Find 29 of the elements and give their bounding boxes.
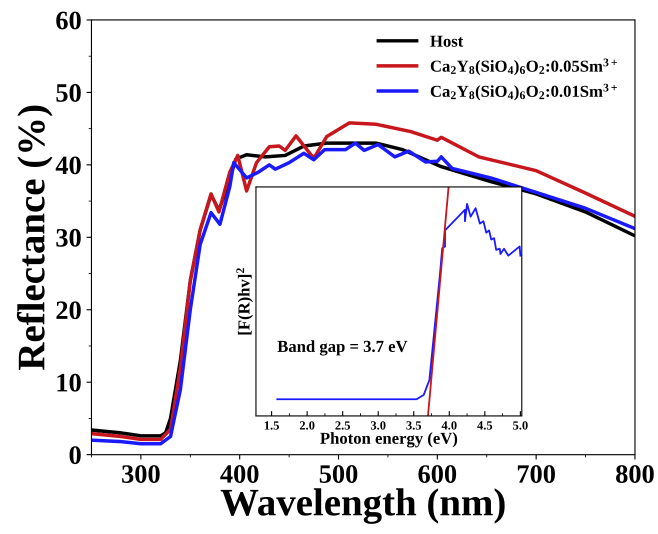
legend-label: Host	[430, 36, 464, 47]
y-tick-label: 60	[56, 12, 81, 30]
x-tick-label: 4.0	[442, 421, 457, 430]
y-tick-label: 40	[56, 156, 81, 174]
x-axis-title: Wavelength (nm)	[220, 488, 505, 524]
x-axis-title: Photon energy (eV)	[320, 432, 458, 448]
y-tick-label: 30	[56, 228, 81, 247]
y-tick-label: 10	[57, 374, 81, 392]
y-tick-label: 20	[56, 301, 81, 320]
x-tick-label: 1.5	[264, 421, 279, 430]
x-tick-label: 500	[320, 465, 358, 483]
x-tick-label: 5.0	[513, 421, 528, 430]
y-axis-title: Reflectance (%)	[16, 106, 53, 370]
text: Ca$_{2}$Y$_{8}$(SiO$_{4}$)$_{6}$O$_{2}$:0.05Sm$^{3+}$	[430, 58, 617, 76]
text: Ca$_{2}$Y$_{8}$(SiO$_{4}$)$_{6}$O$_{2}$:0.01Sm$^{3+}$	[430, 84, 617, 100]
x-tick-label: 300	[122, 465, 160, 483]
x-tick-label: 2.0	[300, 421, 314, 430]
y-tick-label: 50	[56, 84, 81, 102]
x-tick-label: 2.5	[335, 421, 350, 430]
x-tick-label: 800	[616, 465, 654, 483]
y-axis-title: [F(R)hv]$^{2}$	[236, 268, 253, 334]
x-tick-label: 600	[418, 465, 456, 483]
x-tick-label: 400	[220, 465, 258, 483]
y-tick-label: 0	[70, 446, 81, 464]
x-tick-label: 3.5	[406, 421, 422, 430]
x-tick-label: 700	[518, 465, 555, 483]
annotation: Band gap = 3.7 eV	[278, 340, 408, 356]
x-tick-label: 3.0	[370, 421, 386, 430]
x-tick-label: 4.5	[477, 421, 492, 430]
